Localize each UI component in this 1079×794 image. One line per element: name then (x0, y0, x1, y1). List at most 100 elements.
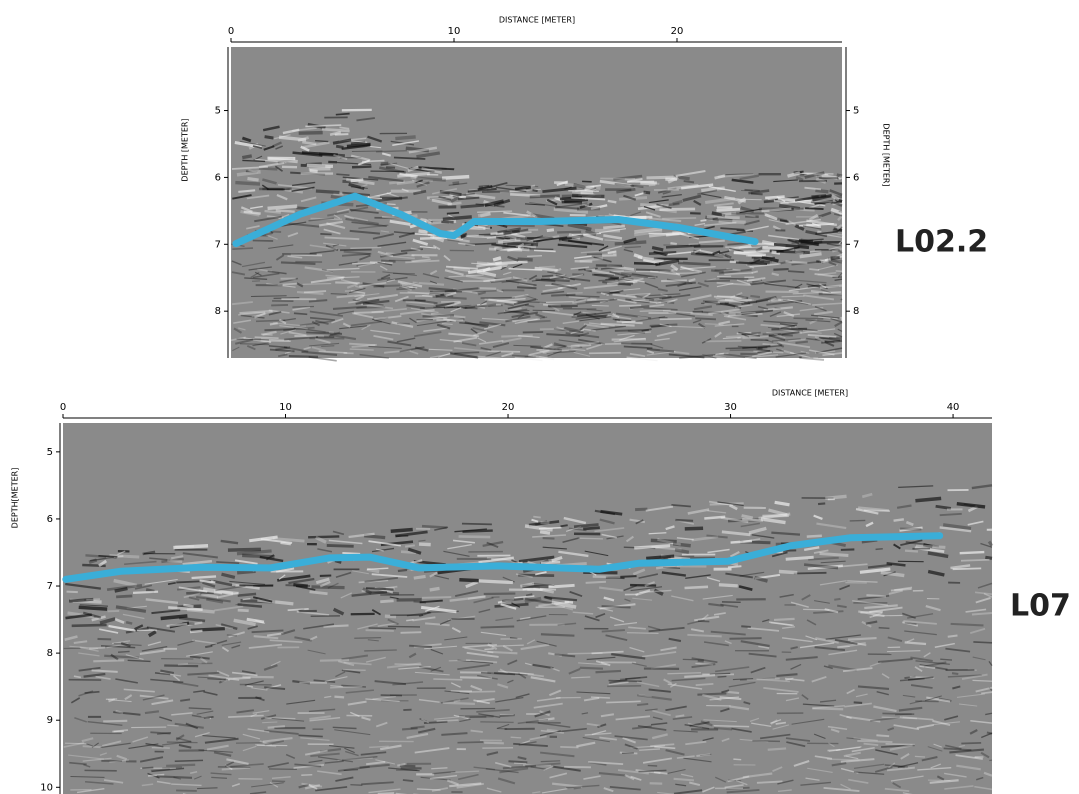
texture-stroke (467, 187, 497, 193)
texture-stroke (352, 299, 370, 304)
texture-stroke (603, 234, 623, 240)
texture-stroke (763, 320, 798, 325)
texture-stroke (486, 751, 499, 756)
texture-stroke (760, 517, 786, 525)
texture-stroke (428, 348, 453, 351)
texture-stroke (718, 583, 738, 588)
texture-stroke (944, 785, 974, 790)
texture-stroke (254, 158, 287, 164)
texture-stroke (742, 344, 771, 350)
texture-stroke (690, 628, 705, 633)
texture-stroke (405, 300, 434, 305)
texture-stroke (127, 659, 151, 663)
texture-stroke (804, 172, 818, 178)
texture-stroke (812, 707, 844, 711)
texture-stroke (381, 152, 391, 157)
texture-stroke (244, 277, 268, 281)
texture-stroke (528, 274, 538, 281)
texture-stroke (648, 626, 685, 633)
texture-stroke (116, 754, 128, 761)
texture-stroke (242, 159, 266, 163)
texture-stroke (876, 691, 889, 696)
texture-stroke (242, 598, 251, 601)
texture-stroke (702, 353, 717, 359)
texture-stroke (748, 189, 770, 195)
texture-stroke (631, 662, 647, 667)
texture-stroke (747, 627, 780, 632)
texture-stroke (517, 314, 525, 319)
texture-stroke (945, 647, 971, 653)
texture-stroke (881, 744, 915, 748)
texture-stroke (900, 527, 922, 531)
texture-stroke (833, 227, 843, 232)
texture-stroke (422, 314, 455, 318)
texture-stroke (475, 203, 505, 208)
texture-stroke (842, 667, 873, 673)
texture-stroke (831, 247, 843, 253)
texture-stroke (487, 643, 498, 651)
texture-stroke (904, 641, 927, 646)
x-tick-label: 0 (60, 402, 66, 413)
texture-stroke (753, 350, 784, 354)
texture-stroke (899, 677, 925, 682)
texture-stroke (317, 756, 353, 763)
texture-stroke (508, 760, 528, 764)
texture-stroke (679, 354, 716, 359)
texture-stroke (972, 656, 986, 661)
texture-stroke (516, 316, 548, 323)
texture-stroke (857, 594, 890, 600)
texture-stroke (267, 725, 286, 729)
texture-stroke (917, 766, 952, 771)
texture-stroke (815, 188, 829, 194)
texture-stroke (549, 772, 568, 779)
texture-stroke (530, 676, 556, 683)
texture-stroke (236, 170, 261, 177)
texture-stroke (344, 747, 355, 754)
texture-stroke (601, 629, 625, 633)
texture-stroke (683, 180, 695, 184)
texture-stroke (233, 319, 252, 324)
texture-stroke (527, 319, 551, 323)
texture-stroke (288, 331, 307, 337)
texture-stroke (435, 293, 445, 298)
texture-stroke (380, 599, 394, 604)
texture-stroke (406, 618, 414, 622)
texture-stroke (857, 739, 893, 743)
texture-stroke (380, 252, 408, 258)
texture-stroke (660, 646, 677, 652)
texture-stroke (757, 348, 774, 353)
texture-stroke (614, 735, 648, 741)
texture-stroke (166, 622, 188, 628)
texture-stroke (715, 352, 725, 355)
texture-stroke (781, 295, 805, 298)
texture-stroke (511, 231, 532, 235)
texture-stroke (563, 516, 587, 525)
texture-stroke (808, 556, 839, 561)
texture-stroke (691, 535, 719, 542)
texture-stroke (413, 643, 442, 648)
texture-stroke (126, 605, 147, 609)
texture-stroke (309, 715, 331, 721)
texture-stroke (728, 312, 763, 317)
texture-stroke (671, 503, 691, 508)
texture-stroke (166, 741, 198, 744)
texture-stroke (432, 290, 457, 294)
texture-stroke (590, 696, 610, 699)
texture-stroke (751, 534, 775, 539)
texture-stroke (829, 189, 843, 197)
texture-stroke (692, 319, 702, 324)
texture-stroke (280, 318, 296, 322)
texture-stroke (526, 210, 536, 218)
texture-stroke (899, 716, 934, 721)
texture-stroke (836, 746, 861, 751)
texture-stroke (335, 112, 350, 116)
texture-stroke (279, 325, 308, 330)
texture-stroke (448, 182, 468, 186)
texture-stroke (214, 605, 244, 612)
texture-stroke (83, 672, 106, 678)
texture-stroke (486, 787, 502, 793)
texture-stroke (670, 242, 678, 246)
texture-stroke (806, 534, 822, 538)
texture-stroke (465, 580, 479, 589)
texture-stroke (623, 237, 637, 244)
